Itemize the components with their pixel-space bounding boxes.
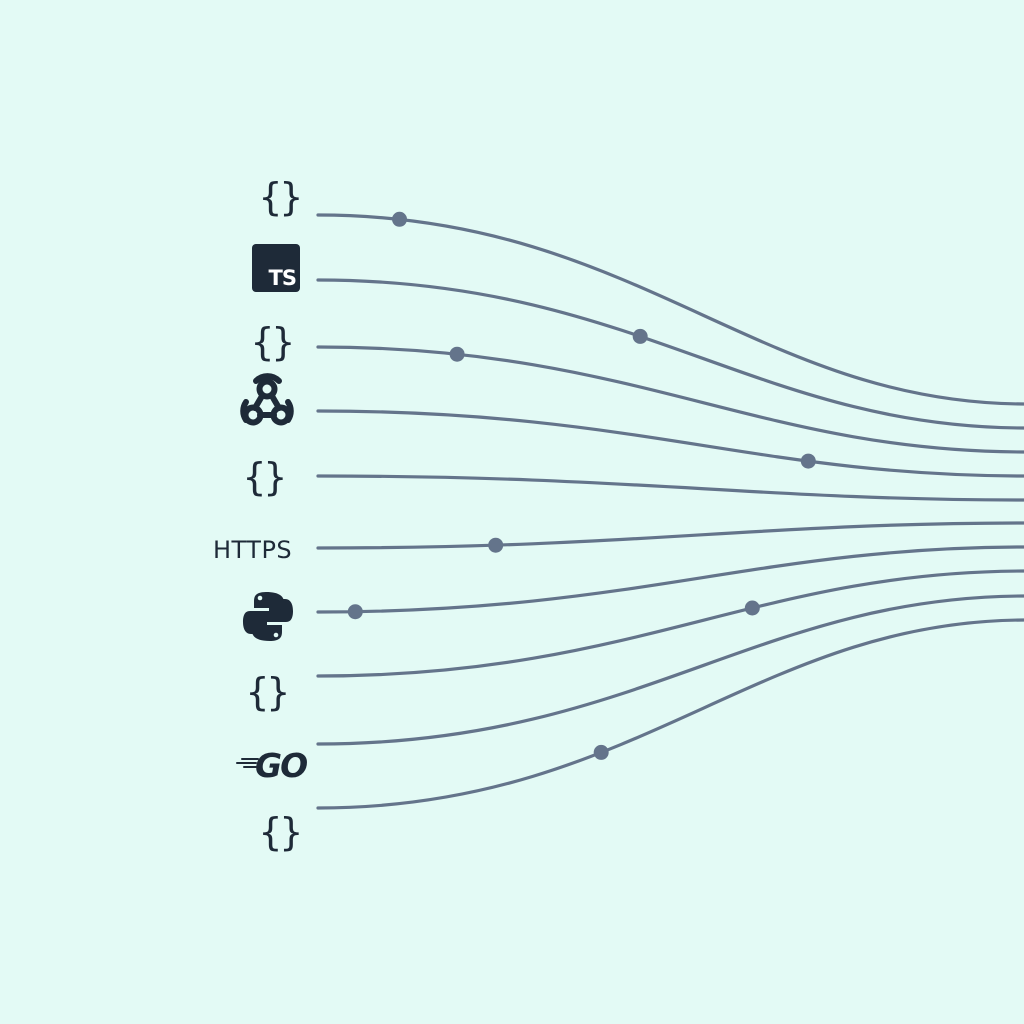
json-braces-label: {}: [251, 320, 295, 364]
flow-dot: [392, 211, 407, 227]
flow-line-json-braces-5: [316, 618, 1024, 810]
flow-line-typescript: [316, 278, 1024, 430]
flow-line-json-braces-4: [316, 569, 1024, 678]
flow-line-json-braces-3: [316, 474, 1024, 502]
typescript-icon: TS: [252, 244, 300, 292]
flow-dot: [488, 537, 504, 553]
flow-dot: [593, 744, 609, 760]
json-braces-label: {}: [243, 455, 287, 499]
flow-dot: [347, 604, 363, 620]
json-braces-label: {}: [259, 175, 303, 219]
flow-line-webhook: [316, 409, 1024, 478]
webhook-icon: [240, 373, 294, 426]
flow-dot: [632, 328, 648, 344]
flow-line-json-braces-1: [316, 213, 1024, 406]
flow-dot: [449, 346, 465, 362]
go-speed-lines-icon: [236, 758, 259, 768]
flow-dot: [744, 600, 760, 616]
flow-line-json-braces-2: [316, 345, 1024, 454]
https-label: HTTPS: [213, 536, 293, 564]
json-braces-label: {}: [246, 670, 290, 714]
flow-line-go: [316, 594, 1024, 746]
flow-line-https: [316, 521, 1024, 550]
typescript-label: TS: [268, 266, 297, 290]
json-braces-label: {}: [259, 810, 303, 854]
flow-dot: [800, 453, 816, 469]
python-icon: [243, 592, 293, 641]
flow-line-python: [316, 545, 1024, 614]
go-logo-icon: GO: [255, 746, 307, 785]
